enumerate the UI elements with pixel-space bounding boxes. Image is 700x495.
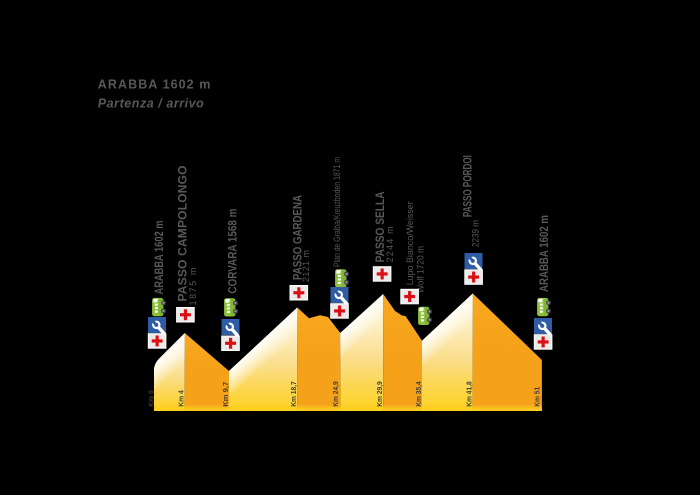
svg-text:ARABBA 1602 m: ARABBA 1602 m — [152, 221, 166, 295]
svg-text:Plan de Gralba/Kreuzboden 1871: Plan de Gralba/Kreuzboden 1871 m — [332, 157, 342, 267]
svg-text:Km 4: Km 4 — [177, 390, 186, 407]
svg-text:Km 41,8: Km 41,8 — [465, 381, 474, 407]
svg-text:PASSO GARDENA: PASSO GARDENA — [290, 195, 304, 280]
svg-text:1875 m: 1875 m — [188, 268, 198, 306]
svg-text:Km 0: Km 0 — [147, 390, 156, 407]
svg-text:ARABBA 1602 m: ARABBA 1602 m — [98, 78, 211, 92]
svg-text:PASSO CAMPOLONGO: PASSO CAMPOLONGO — [176, 166, 190, 302]
svg-text:CORVARA 1568 m: CORVARA 1568 m — [225, 209, 239, 294]
svg-text:2121 m: 2121 m — [301, 250, 311, 282]
svg-text:Wolf 1720 m: Wolf 1720 m — [416, 246, 426, 293]
svg-text:Km 9,7: Km 9,7 — [221, 382, 230, 407]
svg-text:ARABBA 1602 m: ARABBA 1602 m — [537, 215, 551, 292]
svg-text:2239 m: 2239 m — [471, 220, 481, 247]
svg-text:PASSO PORDOI: PASSO PORDOI — [461, 155, 475, 217]
svg-text:Km 18,7: Km 18,7 — [289, 381, 298, 407]
svg-text:2244 m: 2244 m — [385, 226, 395, 262]
svg-text:Km 24,9: Km 24,9 — [331, 381, 340, 407]
svg-text:Km 35,4: Km 35,4 — [414, 381, 423, 407]
svg-text:Km 51: Km 51 — [532, 387, 541, 407]
svg-text:Partenza / arrivo: Partenza / arrivo — [98, 96, 204, 110]
svg-text:Lupo Bianco/Weisser: Lupo Bianco/Weisser — [405, 201, 415, 285]
svg-text:Km 29,9: Km 29,9 — [375, 381, 384, 407]
svg-text:PASSO SELLA: PASSO SELLA — [373, 191, 387, 262]
